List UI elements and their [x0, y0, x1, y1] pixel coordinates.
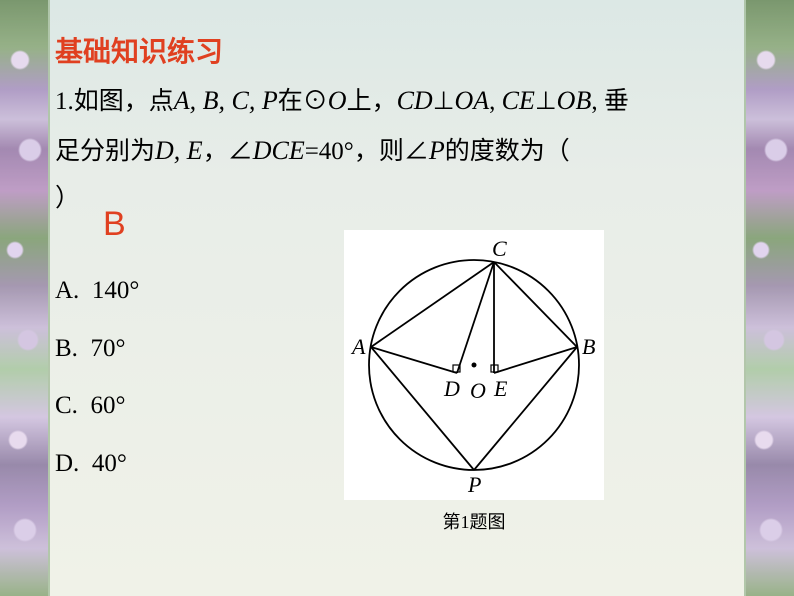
- var-de: D, E: [155, 136, 203, 165]
- section-title: 基础知识练习: [55, 30, 739, 70]
- option-a: A. 140°: [55, 262, 139, 320]
- options-list: A. 140° B. 70° C. 60° D. 40°: [55, 262, 139, 492]
- close-paren: ）: [55, 185, 80, 212]
- svg-text:E: E: [493, 376, 508, 401]
- opt-b-lead: B.: [55, 335, 78, 362]
- problem-number: 1.: [55, 88, 74, 115]
- svg-text:B: B: [582, 334, 595, 359]
- perp1: ⊥: [433, 88, 455, 115]
- answer-letter: B: [103, 205, 126, 244]
- svg-text:D: D: [443, 376, 460, 401]
- svg-text:A: A: [350, 334, 366, 359]
- t-line2pre: 足分别为: [55, 138, 155, 165]
- slide-content: 基础知识练习 1.如图，点A, B, C, P在⊙O上，CD⊥OA, CE⊥OB…: [55, 30, 739, 576]
- opt-c-val: 60°: [90, 392, 125, 419]
- var-ob: OB: [557, 86, 592, 115]
- perp2: ⊥: [535, 88, 557, 115]
- var-ce: CE: [502, 86, 535, 115]
- option-b: B. 70°: [55, 320, 139, 378]
- option-d: D. 40°: [55, 435, 139, 493]
- var-p: P: [429, 136, 445, 165]
- comma1: ,: [489, 88, 502, 115]
- opt-a-val: 140°: [92, 277, 140, 304]
- option-c: C. 60°: [55, 377, 139, 435]
- svg-text:C: C: [492, 236, 507, 261]
- figure-caption: 第1题图: [344, 508, 604, 534]
- opt-b-val: 70°: [90, 335, 125, 362]
- t-mid1: 在⊙: [278, 88, 328, 115]
- opt-c-lead: C.: [55, 392, 78, 419]
- opt-a-lead: A.: [55, 277, 79, 304]
- t-mid6: 的度数为（: [445, 138, 570, 165]
- t-mid3: , 垂: [591, 88, 629, 115]
- t-mid5: ，则∠: [354, 138, 429, 165]
- var-o: O: [328, 86, 347, 115]
- t-mid4: ，∠: [203, 138, 253, 165]
- t-pre: 如图，点: [74, 88, 174, 115]
- var-dce: DCE: [253, 136, 305, 165]
- var-cd: CD: [397, 86, 433, 115]
- problem-statement: 1.如图，点A, B, C, P在⊙O上，CD⊥OA, CE⊥OB, 垂 足分别…: [55, 76, 739, 223]
- geometry-figure: C A B P D EO: [344, 230, 604, 500]
- opt-d-lead: D.: [55, 450, 79, 477]
- svg-text:O: O: [470, 378, 486, 403]
- t-mid2: 上，: [347, 88, 397, 115]
- eq40: =40°: [305, 138, 354, 165]
- vars-abcp: A, B, C, P: [174, 86, 278, 115]
- opt-d-val: 40°: [92, 450, 127, 477]
- var-oa: OA: [454, 86, 489, 115]
- svg-text:P: P: [467, 472, 481, 497]
- figure-wrap: C A B P D EO 第1题图: [344, 230, 604, 534]
- floral-border-right: [744, 0, 794, 596]
- floral-border-left: [0, 0, 50, 596]
